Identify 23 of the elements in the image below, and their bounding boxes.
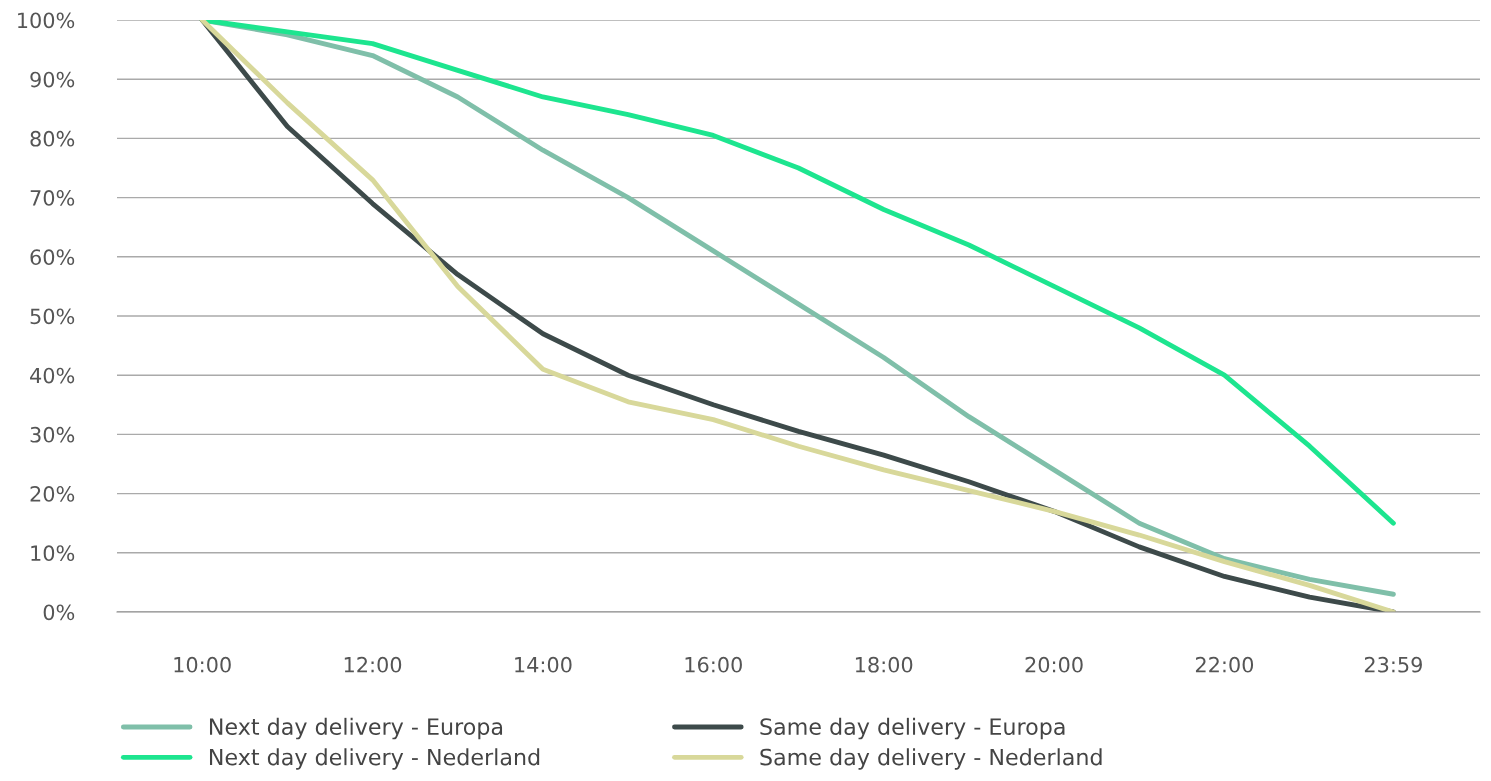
y-tick-label: 60% — [30, 249, 75, 266]
x-tick-label: 22:00 — [1195, 656, 1254, 673]
y-tick-label: 10% — [31, 545, 75, 562]
y-tick-label: 80% — [30, 130, 75, 147]
y-tick-label: 30% — [30, 426, 75, 443]
y-tick-label: 90% — [30, 71, 75, 88]
x-tick-label: 14:00 — [515, 656, 572, 673]
legend-label: Next day delivery - Europa — [210, 717, 503, 740]
y-tick-label: 40% — [30, 367, 75, 384]
y-tick-label: 20% — [30, 486, 75, 502]
x-tick-label: 12:00 — [344, 656, 402, 673]
x-tick-label: 23:59 — [1364, 656, 1422, 673]
x-tick-label: 16:00 — [685, 656, 742, 673]
legend-label: Same day delivery - Nederland — [760, 748, 1102, 770]
x-tick-label: 18:00 — [855, 656, 913, 673]
x-tick-label: 20:00 — [1025, 656, 1083, 673]
y-tick-label: 50% — [30, 308, 75, 325]
legend-label: Next day delivery - Nederland — [210, 748, 540, 770]
y-tick-label: 70% — [30, 190, 75, 206]
x-tick-label: 10:00 — [174, 656, 231, 673]
y-tick-label: 0% — [43, 604, 75, 621]
legend-label: Same day delivery - Europa — [760, 717, 1065, 740]
y-tick-label: 100% — [18, 12, 75, 29]
